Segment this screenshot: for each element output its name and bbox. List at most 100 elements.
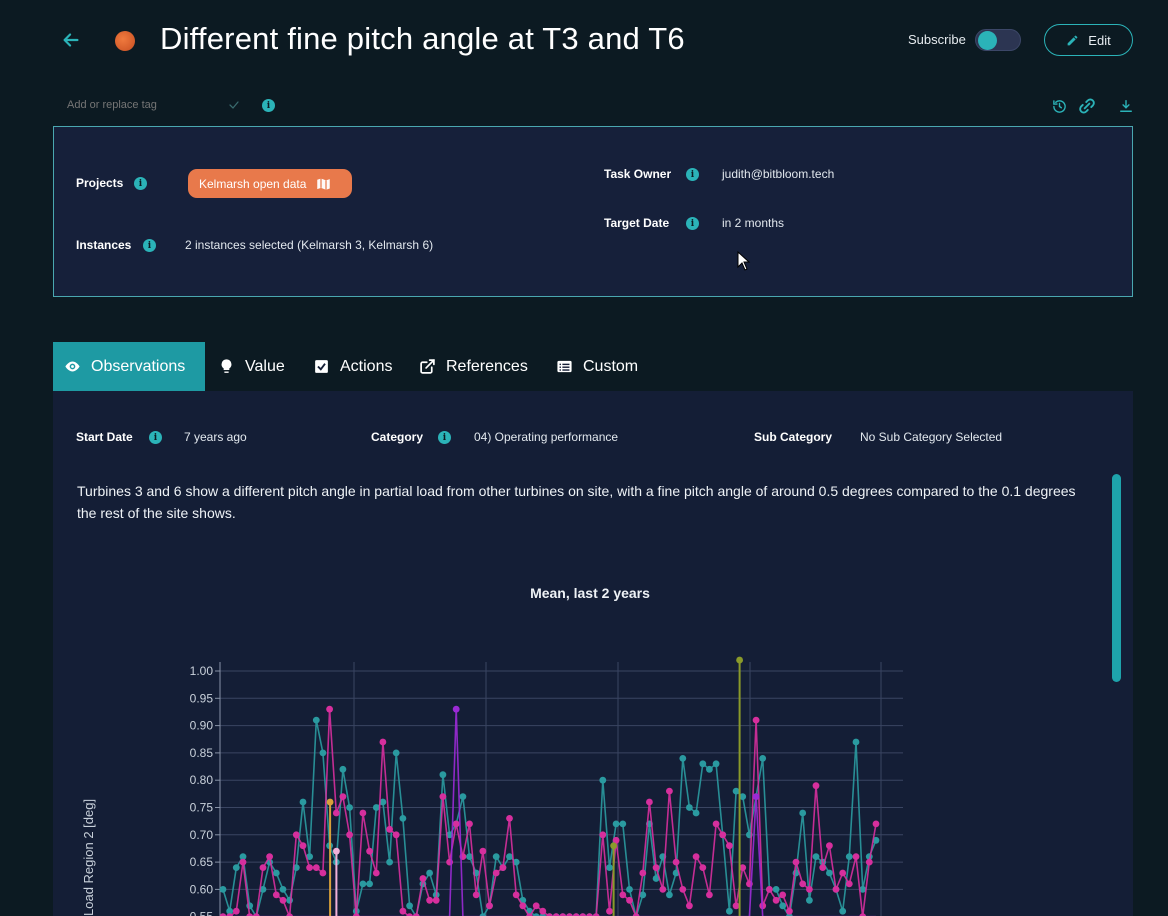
data-point xyxy=(752,716,760,724)
data-point xyxy=(845,853,853,860)
pitch-angle-chart: 1.00 0.95 0.90 0.85 0.80 0.75 0.70 0.65 0.60 0.55… xyxy=(81,656,903,916)
data-point xyxy=(532,902,540,910)
data-point xyxy=(692,809,700,817)
back-arrow-icon[interactable] xyxy=(60,29,82,51)
project-chip-label: Kelmarsh open data xyxy=(199,176,307,191)
data-point xyxy=(346,831,353,839)
info-icon: i xyxy=(262,99,275,112)
data-point xyxy=(579,913,587,916)
toggle-knob xyxy=(978,31,997,50)
data-point xyxy=(512,858,520,866)
tab-observations[interactable]: Observations xyxy=(53,342,205,391)
data-point xyxy=(652,864,660,871)
data-point xyxy=(506,815,513,822)
checkbox-icon xyxy=(315,360,328,373)
info-icon: i xyxy=(143,239,156,252)
start-date-value[interactable]: 7 years ago xyxy=(184,430,247,444)
y-tick-label: 0.95 xyxy=(190,691,214,705)
data-point xyxy=(626,886,633,893)
data-point xyxy=(479,847,487,855)
data-point xyxy=(699,864,707,871)
data-point xyxy=(399,907,407,915)
data-point xyxy=(466,853,473,860)
data-point xyxy=(306,864,313,871)
info-icon: i xyxy=(686,217,699,230)
projects-label: Projects xyxy=(76,176,124,190)
data-point xyxy=(446,831,453,839)
tab-custom[interactable]: Custom xyxy=(556,342,638,391)
chart-title: Mean, last 2 years xyxy=(530,585,650,601)
scrollbar-thumb[interactable] xyxy=(1112,474,1121,682)
status-indicator xyxy=(115,31,135,51)
data-point xyxy=(606,864,613,871)
data-point xyxy=(432,896,440,904)
data-point xyxy=(766,886,773,893)
category-value[interactable]: 04) Operating performance xyxy=(474,430,619,444)
map-icon xyxy=(317,178,331,190)
data-point xyxy=(812,853,820,860)
data-point xyxy=(672,858,680,866)
data-point xyxy=(619,891,627,899)
observation-description: Turbines 3 and 6 show a different pitch … xyxy=(77,483,1076,521)
data-point xyxy=(859,913,867,916)
info-icon: i xyxy=(438,431,451,444)
target-date-value[interactable]: in 2 months xyxy=(722,216,785,230)
data-point xyxy=(599,776,607,784)
sub-category-value[interactable]: No Sub Category Selected xyxy=(860,430,1003,444)
data-point xyxy=(399,815,407,822)
y-tick-label: 0.85 xyxy=(190,746,214,760)
data-point xyxy=(706,891,713,899)
data-point xyxy=(772,896,780,904)
data-point xyxy=(492,869,500,877)
data-point xyxy=(219,913,227,916)
tag-input[interactable] xyxy=(67,99,217,111)
link-icon[interactable] xyxy=(1076,97,1098,115)
target-date-label: Target Date xyxy=(604,216,670,230)
data-point xyxy=(366,847,373,855)
data-point xyxy=(299,798,307,806)
data-point xyxy=(319,749,327,757)
y-tick-label: 0.75 xyxy=(190,801,214,815)
data-point xyxy=(246,913,254,916)
data-point xyxy=(312,716,320,724)
info-icon: i xyxy=(149,431,162,444)
observations-panel xyxy=(53,391,1133,916)
project-chip[interactable]: Kelmarsh open data xyxy=(188,169,352,198)
data-point xyxy=(872,836,880,844)
data-point xyxy=(859,886,867,893)
data-point xyxy=(586,913,593,916)
subscribe-toggle[interactable] xyxy=(975,29,1021,51)
edit-button[interactable]: Edit xyxy=(1044,24,1133,56)
data-point xyxy=(739,864,747,871)
data-point xyxy=(406,913,413,916)
task-owner-value[interactable]: judith@bitbloom.tech xyxy=(722,167,835,181)
data-point xyxy=(666,787,673,795)
data-point xyxy=(299,842,307,850)
data-point xyxy=(612,820,620,828)
data-point xyxy=(379,798,387,806)
instances-value[interactable]: 2 instances selected (Kelmarsh 3, Kelmar… xyxy=(185,238,434,252)
data-point xyxy=(239,858,247,866)
data-point xyxy=(479,913,487,916)
y-tick-label: 0.65 xyxy=(190,855,214,869)
data-point xyxy=(632,913,640,916)
data-point xyxy=(865,858,873,866)
start-date-label: Start Date xyxy=(76,430,133,444)
history-icon[interactable] xyxy=(1052,99,1067,114)
data-point xyxy=(279,896,287,904)
tab-value[interactable]: Value xyxy=(218,342,285,391)
check-icon[interactable] xyxy=(228,99,240,111)
data-point xyxy=(572,913,580,916)
y-tick-label: 0.55 xyxy=(190,910,214,916)
tab-actions[interactable]: Actions xyxy=(313,342,392,391)
data-point xyxy=(799,880,807,888)
y-tick-label: 0.70 xyxy=(190,828,214,842)
y-tick-label: 0.90 xyxy=(190,719,214,733)
download-icon[interactable] xyxy=(1119,99,1133,113)
tab-references[interactable]: References xyxy=(419,342,528,391)
data-point xyxy=(219,886,227,893)
data-point xyxy=(726,907,733,915)
data-point xyxy=(339,793,347,800)
data-point xyxy=(699,760,707,768)
data-point xyxy=(566,913,573,916)
